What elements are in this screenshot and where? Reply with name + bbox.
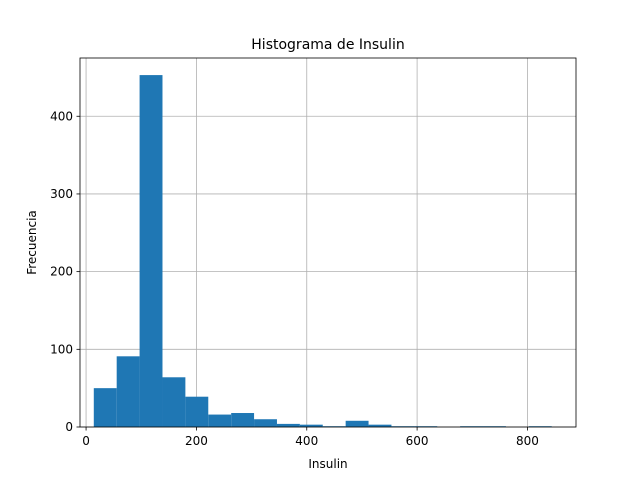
histogram-bar-8 [276,423,300,427]
histogram-bar-2 [139,75,163,428]
histogram-bar-7 [254,419,277,427]
y-tick-label-0: 0 [65,420,73,434]
x-tick-label-3: 600 [406,434,429,448]
y-tick-label-4: 400 [50,109,73,123]
chart-title: Histograma de Insulin [251,37,404,53]
histogram-bar-5 [208,414,232,427]
histogram-bar-3 [162,377,186,427]
axis-ticks: 0 200 400 600 800 0 100 200 300 400 [50,109,539,448]
x-tick-label-0: 0 [82,434,90,448]
x-tick-label-1: 200 [185,434,208,448]
histogram-bars [93,75,552,428]
histogram-bar-11 [345,420,369,427]
y-axis-label: Frecuencia [25,210,39,275]
x-tick-label-4: 800 [516,434,539,448]
histogram-bar-9 [299,424,323,427]
x-tick-label-2: 400 [295,434,318,448]
plot-area-frame [79,57,577,428]
histogram-bar-12 [368,424,392,427]
y-tick-label-2: 200 [50,265,73,279]
y-tick-label-3: 300 [50,187,73,201]
histogram-bar-0 [93,388,117,427]
y-tick-label-1: 100 [50,342,73,356]
x-axis-label: Insulin [308,457,347,471]
histogram-bar-1 [116,356,140,427]
histogram-bar-6 [231,413,255,427]
histogram-bar-4 [185,396,209,427]
